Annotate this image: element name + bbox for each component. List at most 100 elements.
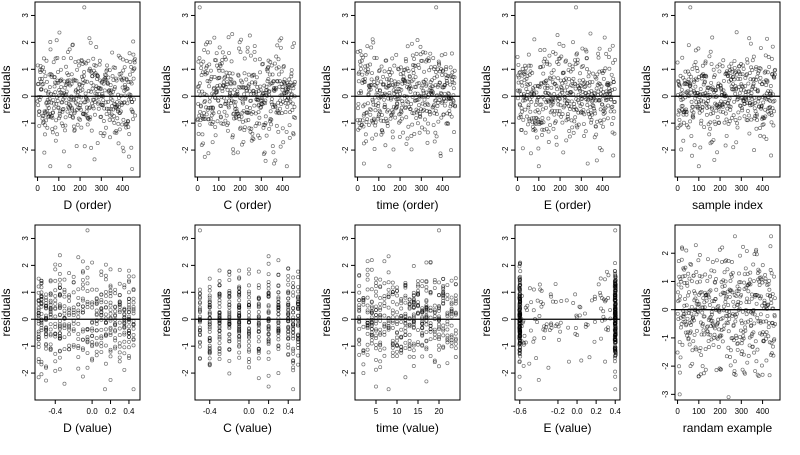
data-point: [420, 331, 425, 335]
data-point: [44, 292, 49, 297]
data-point: [366, 67, 371, 72]
data-point: [48, 332, 53, 337]
data-point: [291, 348, 296, 353]
data-point: [113, 65, 118, 70]
data-point: [517, 287, 522, 292]
data-point: [693, 48, 698, 53]
data-point: [92, 97, 97, 102]
data-point: [699, 98, 704, 103]
data-point: [612, 131, 617, 136]
data-point: [612, 292, 617, 297]
x-tick-label: -0.4: [48, 407, 62, 416]
data-point: [57, 336, 62, 341]
data-point: [207, 320, 212, 325]
data-point: [420, 325, 425, 330]
data-point: [523, 107, 528, 112]
data-point: [751, 262, 756, 267]
data-point: [114, 130, 119, 135]
data-point: [239, 114, 244, 119]
data-point: [365, 303, 370, 308]
data-point: [370, 136, 375, 141]
data-point: [80, 329, 85, 334]
data-point: [122, 82, 127, 87]
data-point: [432, 309, 437, 314]
data-point: [85, 289, 90, 294]
data-point: [36, 357, 41, 362]
data-point: [222, 55, 227, 60]
data-point: [102, 106, 107, 111]
data-point: [449, 295, 454, 300]
data-point: [291, 336, 296, 341]
data-point: [409, 101, 414, 106]
data-point: [758, 46, 763, 50]
data-point: [102, 88, 107, 93]
data-point: [383, 143, 388, 148]
data-point: [291, 368, 296, 373]
data-point: [601, 90, 606, 94]
data-point: [99, 114, 104, 119]
data-point: [707, 54, 712, 59]
data-point: [720, 259, 724, 264]
data-point: [613, 277, 618, 282]
data-point: [361, 296, 366, 301]
data-point: [613, 333, 618, 338]
data-point: [403, 300, 408, 305]
data-point: [275, 79, 280, 84]
data-point: [753, 87, 758, 92]
data-point: [754, 359, 759, 364]
data-point: [131, 308, 136, 313]
data-point: [692, 63, 697, 68]
data-point: [359, 90, 364, 95]
data-point: [741, 63, 745, 68]
data-point: [291, 285, 296, 290]
x-tick-label: 0.2: [105, 407, 117, 416]
data-point: [217, 349, 222, 354]
data-point: [267, 72, 272, 77]
data-point: [682, 303, 687, 308]
data-point: [131, 326, 136, 331]
data-point: [39, 320, 44, 325]
data-point: [595, 72, 600, 77]
data-point: [411, 348, 416, 353]
data-point: [736, 302, 741, 307]
data-point: [89, 128, 94, 133]
data-point: [99, 336, 104, 341]
data-point: [690, 316, 695, 321]
data-point: [355, 49, 360, 54]
x-tick-label: 400: [116, 184, 130, 193]
data-point: [126, 119, 131, 124]
data-point: [107, 117, 112, 122]
data-point: [50, 115, 55, 120]
data-point: [533, 128, 538, 133]
data-point: [121, 57, 125, 62]
data-point: [369, 338, 374, 343]
data-point: [197, 344, 202, 349]
plot-frame: [514, 224, 621, 401]
data-point: [605, 116, 610, 121]
data-point: [266, 283, 271, 287]
data-point: [39, 362, 44, 367]
y-tick-label: -2: [661, 362, 670, 370]
data-point: [387, 164, 392, 169]
data-point: [601, 309, 606, 314]
data-point: [197, 89, 201, 94]
data-point: [411, 71, 416, 76]
data-point: [248, 92, 253, 97]
data-point: [62, 277, 67, 282]
data-point: [747, 300, 752, 305]
data-point: [613, 290, 618, 295]
data-point: [743, 84, 748, 89]
data-point: [583, 47, 588, 52]
data-point: [220, 68, 225, 73]
data-point: [746, 81, 751, 86]
data-point: [549, 321, 554, 326]
data-point: [378, 332, 383, 337]
data-point: [252, 72, 257, 77]
data-point: [542, 47, 547, 52]
data-point: [105, 67, 110, 72]
data-point: [553, 119, 558, 124]
data-point: [266, 286, 271, 291]
data-point: [117, 127, 122, 132]
